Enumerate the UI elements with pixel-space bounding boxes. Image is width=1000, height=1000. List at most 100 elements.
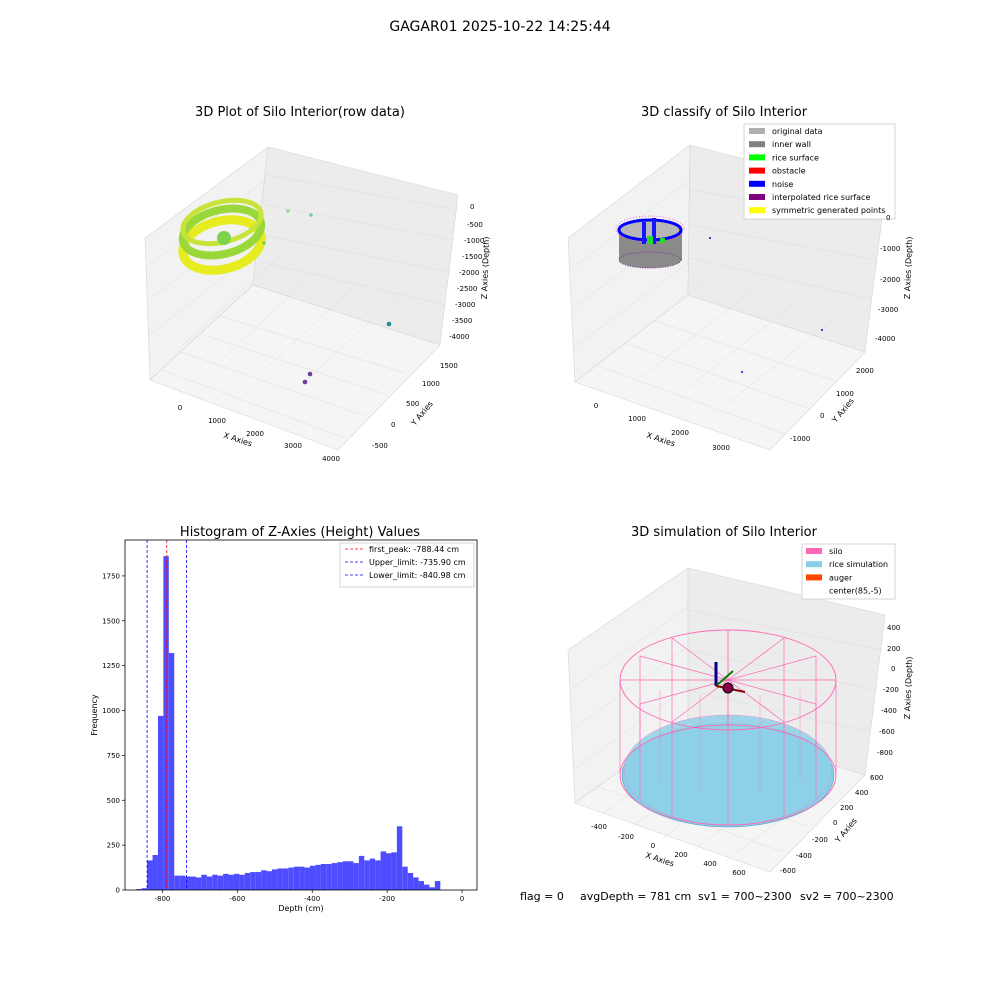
raw-ytick: 1000 — [422, 380, 440, 388]
simulation-xtick: 0 — [651, 842, 655, 850]
histogram-bar — [255, 872, 262, 890]
legend-swatch — [806, 574, 822, 581]
histogram-legend-box — [339, 542, 475, 588]
histogram-axes-frame — [124, 539, 478, 891]
silo-wireframe — [619, 629, 837, 828]
simulation-panel-title: 3D simulation of Silo Interior — [631, 525, 818, 540]
histogram-legend-label: Lower_limit: -840.98 cm — [369, 571, 466, 580]
histogram-bar — [201, 874, 207, 890]
simulation-ytick: 400 — [855, 789, 868, 797]
legend-swatch — [749, 154, 765, 161]
legend-swatch — [749, 128, 765, 134]
raw-xtick: 2000 — [246, 430, 264, 438]
simulation-x-ticks: -400 -200 0 200 400 600 — [591, 823, 746, 877]
legend-label: center(85,-5) — [829, 587, 882, 596]
simulation-z-ticks: 400 200 0 -200 -400 -600 -800 — [877, 624, 900, 757]
histogram-bar — [244, 872, 251, 890]
classify-ztick: -1000 — [880, 245, 900, 253]
histogram-bar — [179, 875, 186, 890]
classify-xtick: 0 — [594, 402, 598, 410]
histogram-bar — [347, 861, 354, 890]
raw-ztick: -2000 — [459, 269, 479, 277]
legend-label: rice surface — [772, 153, 819, 162]
classify-xtick: 2000 — [671, 429, 689, 437]
sv1-text: sv1 = 700~2300 — [698, 890, 792, 903]
histogram-bar — [320, 863, 327, 890]
histogram-legend-label: Upper_limit: -735.90 cm — [369, 558, 466, 567]
histogram-bar — [233, 873, 240, 890]
histogram-bar — [228, 874, 234, 890]
histogram-bar — [342, 861, 348, 890]
simulation-legend: silo rice simulation auger center(85,-5) — [801, 543, 896, 600]
raw-ztick: -3500 — [452, 317, 472, 325]
histogram-bar — [223, 873, 229, 890]
histogram-bar — [195, 877, 202, 890]
histogram-legend-label: first_peak: -788.44 cm — [369, 545, 459, 554]
status-footer: flag = 0 avgDepth = 781 cm sv1 = 700~230… — [520, 890, 894, 903]
histogram-reference-lines — [146, 540, 187, 890]
raw-point-cloud — [178, 197, 392, 385]
histogram-bar — [239, 874, 245, 890]
raw-3d-panel[interactable]: 3D Plot of Silo Interior(row data) — [144, 105, 491, 463]
raw-x-ticks: 0 1000 2000 3000 4000 — [178, 404, 340, 463]
histogram-bar — [434, 881, 441, 890]
legend-label: interpolated rice surface — [772, 193, 870, 202]
legend-label: rice simulation — [829, 560, 888, 569]
legend-swatch — [806, 548, 822, 554]
classify-legend-box — [743, 123, 896, 220]
histogram-bar — [168, 653, 175, 890]
histogram-bar — [413, 877, 419, 890]
raw-ztick: 0 — [470, 203, 474, 211]
histogram-bar — [353, 863, 359, 890]
classify-3d-panel[interactable]: 3D classify of Silo Interior — [567, 105, 914, 452]
sv2-text: sv2 = 700~2300 — [800, 890, 894, 903]
histogram-bar — [429, 887, 435, 890]
histogram-bar — [282, 868, 289, 890]
histogram-bar — [337, 862, 343, 890]
histogram-ytick-label: 0 — [116, 887, 120, 895]
classify-z-axis-label: Z Axies (Depth) — [903, 236, 914, 299]
histogram-bar — [309, 865, 316, 890]
simulation-ztick: -600 — [879, 728, 895, 736]
legend-label: silo — [829, 547, 843, 556]
raw-ytick: 0 — [391, 421, 395, 429]
histogram-bar — [331, 863, 338, 890]
simulation-ytick: 600 — [870, 774, 883, 782]
histogram-x-axis-label: Depth (cm) — [278, 904, 323, 913]
raw-ztick: -2500 — [457, 285, 477, 293]
histogram-legend: first_peak: -788.44 cm Upper_limit: -735.… — [339, 542, 475, 588]
histogram-bar — [163, 556, 169, 890]
legend-label: auger — [829, 573, 853, 582]
simulation-z-axis-label: Z Axies (Depth) — [903, 656, 914, 719]
histogram-ytick-label: 1500 — [102, 617, 120, 625]
histogram-bar — [147, 860, 153, 890]
histogram-bar — [391, 852, 397, 890]
histogram-bar — [424, 884, 430, 890]
classify-ytick: 2000 — [856, 367, 874, 375]
histogram-bar — [250, 872, 256, 890]
histogram-bar — [206, 876, 213, 890]
simulation-3d-panel[interactable]: 3D simulation of Silo Interior — [567, 525, 914, 877]
classify-z-ticks: 0 -1000 -2000 -3000 -4000 — [875, 214, 900, 343]
figure-suptitle: GAGAR01 2025-10-22 14:25:44 — [389, 19, 610, 35]
simulation-y-ticks: -600 -400 -200 0 200 400 600 — [780, 774, 883, 875]
histogram-panel[interactable]: Histogram of Z-Axies (Height) Values -80… — [90, 525, 478, 913]
classify-ytick: 1000 — [836, 390, 854, 398]
histogram-xtick-label: -600 — [229, 895, 245, 903]
histogram-ytick-label: 500 — [107, 797, 120, 805]
raw-z-axis-label: Z Axies (Depth) — [480, 236, 491, 299]
histogram-bar — [136, 889, 142, 890]
classify-ztick: -3000 — [878, 306, 898, 314]
histogram-ytick-label: 250 — [107, 842, 120, 850]
classify-x-ticks: 0 1000 2000 3000 — [594, 402, 730, 452]
histogram-bar — [288, 867, 294, 890]
histogram-bar — [407, 872, 414, 890]
raw-y-ticks: -500 0 500 1000 1500 — [372, 362, 458, 450]
legend-swatch — [749, 180, 765, 187]
histogram-xtick-label: 0 — [460, 895, 464, 903]
histogram-bar — [190, 876, 196, 890]
histogram-xtick-label: -200 — [379, 895, 395, 903]
simulation-ztick: -800 — [877, 749, 893, 757]
histogram-xtick-label: -400 — [304, 895, 320, 903]
histogram-bar — [157, 715, 164, 890]
